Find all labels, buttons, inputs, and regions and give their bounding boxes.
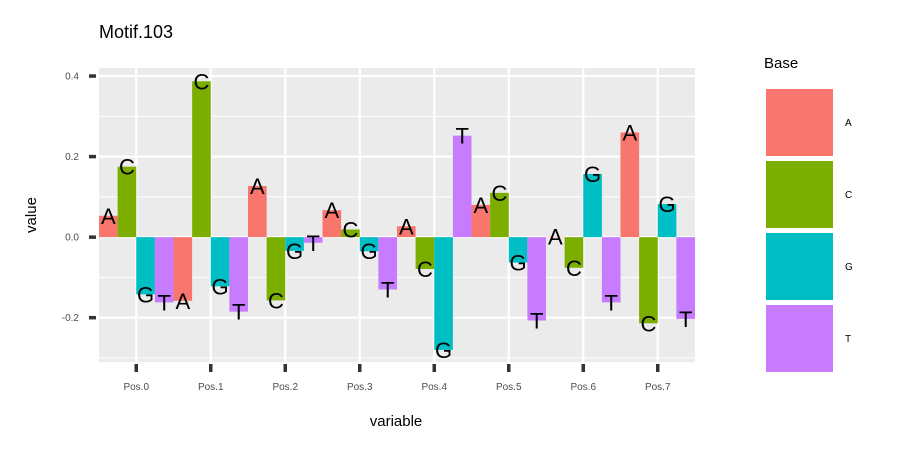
bar-Pos.6-C <box>564 237 584 268</box>
bar-label-Pos.5-G: G <box>510 251 527 276</box>
bar-Pos.4-T <box>452 135 472 238</box>
bar-label-Pos.0-T: T <box>157 290 170 315</box>
bar-Pos.4-A <box>397 226 416 238</box>
bar-label-Pos.7-C: C <box>640 311 656 336</box>
bar-label-Pos.4-C: C <box>417 257 433 282</box>
bar-Pos.3-A <box>322 210 342 238</box>
bar-Pos.6-G <box>583 173 602 238</box>
legend-label-T: T <box>845 334 851 345</box>
bar-label-Pos.1-G: G <box>212 274 229 299</box>
bar-Pos.3-T <box>378 237 397 290</box>
bar-label-Pos.6-A: A <box>548 225 563 250</box>
bar-Pos.5-G <box>508 237 528 263</box>
bar-Pos.0-A <box>99 215 118 238</box>
bar-label-Pos.3-C: C <box>342 217 358 242</box>
bar-Pos.5-T <box>527 237 546 321</box>
bar-Pos.5-A <box>471 204 491 238</box>
bar-Pos.0-T <box>154 237 174 303</box>
bar-label-Pos.2-T: T <box>306 231 319 256</box>
bar-label-Pos.3-T: T <box>381 278 394 303</box>
bar-Pos.2-T <box>303 237 323 243</box>
bar-label-Pos.2-G: G <box>286 239 303 264</box>
bar-label-Pos.3-A: A <box>324 198 339 223</box>
bar-label-Pos.6-C: C <box>566 256 582 281</box>
x-tick-label: Pos.5 <box>496 382 522 393</box>
x-tick-label: Pos.2 <box>272 382 298 393</box>
x-tick-label: Pos.7 <box>645 382 671 393</box>
y-tick-label: 0.0 <box>65 233 79 244</box>
bar-label-Pos.5-C: C <box>491 181 507 206</box>
bar-label-Pos.1-T: T <box>232 300 245 325</box>
legend-key-G <box>766 233 833 300</box>
bar-Pos.1-T <box>229 237 248 312</box>
legend-key-T <box>766 305 833 372</box>
x-tick-label: Pos.3 <box>347 382 373 393</box>
x-tick-label: Pos.0 <box>123 382 149 393</box>
legend-title: Base <box>764 55 798 72</box>
bar-label-Pos.1-A: A <box>175 289 190 314</box>
bar-Pos.1-G <box>210 237 230 287</box>
x-axis: Pos.0 Pos.1 Pos.2 Pos.3 Pos.4 Pos.5 Pos.6 Pos.7 <box>123 364 671 393</box>
bar-label-Pos.5-A: A <box>473 193 488 218</box>
bar-label-Pos.0-A: A <box>101 204 116 229</box>
bar-label-Pos.4-T: T <box>455 124 468 149</box>
bar-label-Pos.2-A: A <box>250 174 265 199</box>
bar-label-Pos.7-T: T <box>679 307 692 332</box>
bar-Pos.7-C <box>639 237 658 324</box>
bar-Pos.7-A <box>620 132 640 238</box>
bar-Pos.1-C <box>192 81 211 238</box>
bar-label-Pos.4-G: G <box>435 338 452 363</box>
bar-label-Pos.1-C: C <box>193 69 209 94</box>
bar-label-Pos.7-G: G <box>659 192 676 217</box>
bar-label-Pos.6-G: G <box>584 162 601 187</box>
legend: Base A C G T <box>764 55 853 372</box>
bar-Pos.6-T <box>601 237 621 303</box>
bar-label-Pos.2-C: C <box>268 288 284 313</box>
bar-label-Pos.0-G: G <box>137 282 154 307</box>
bar-Pos.0-G <box>136 237 155 295</box>
bar-Pos.1-A <box>173 237 193 301</box>
bar-label-Pos.7-A: A <box>622 120 637 145</box>
legend-label-G: G <box>845 262 853 273</box>
y-axis-title: value <box>23 197 40 233</box>
bar-Pos.7-G <box>657 204 677 238</box>
bar-Pos.5-C <box>490 192 509 238</box>
x-tick-label: Pos.6 <box>570 382 596 393</box>
bar-label-Pos.3-G: G <box>361 239 378 264</box>
bar-label-Pos.6-T: T <box>604 290 617 315</box>
legend-key-A <box>766 89 833 156</box>
bars-group <box>99 81 695 350</box>
bar-label-Pos.4-A: A <box>399 214 414 239</box>
bar-Pos.0-C <box>117 166 137 238</box>
bar-Pos.4-C <box>415 237 435 269</box>
y-axis: -0.2 0.0 0.2 0.4 <box>62 72 96 324</box>
bar-Pos.2-A <box>248 186 267 238</box>
x-tick-label: Pos.4 <box>421 382 447 393</box>
chart-title: Motif.103 <box>99 22 173 42</box>
legend-label-A: A <box>845 118 852 129</box>
y-tick-label: 0.4 <box>65 72 79 83</box>
x-axis-title: variable <box>370 413 423 430</box>
bar-Pos.3-G <box>359 237 379 252</box>
bar-label-Pos.5-T: T <box>530 309 543 334</box>
bar-label-Pos.0-C: C <box>119 155 135 180</box>
bar-Pos.2-C <box>266 237 286 301</box>
bar-Pos.2-G <box>285 237 304 251</box>
legend-key-C <box>766 161 833 228</box>
y-tick-label: 0.2 <box>65 152 79 163</box>
y-tick-label: -0.2 <box>62 313 80 324</box>
bar-Pos.3-C <box>341 229 360 238</box>
bar-Pos.6-A <box>546 236 565 238</box>
legend-label-C: C <box>845 190 852 201</box>
bar-Pos.7-T <box>676 237 695 319</box>
bar-Pos.4-G <box>434 237 453 350</box>
x-tick-label: Pos.1 <box>198 382 224 393</box>
